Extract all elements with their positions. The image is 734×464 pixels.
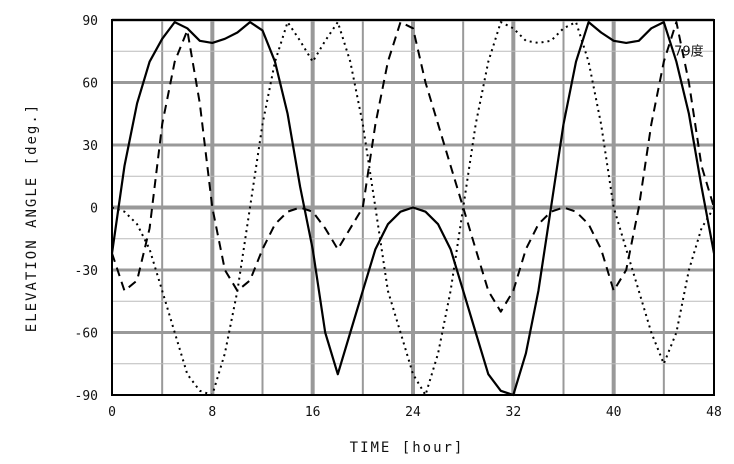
x-tick-label: 32 [506,405,522,420]
x-tick-labels: 0 8 16 24 32 40 48 [108,405,722,420]
y-tick-label: -90 [75,389,98,404]
x-tick-label: 16 [305,405,321,420]
x-tick-label: 0 [108,405,116,420]
plot-frame [111,19,715,396]
x-tick-label: 24 [405,405,421,420]
series-line-2 [111,21,715,313]
annotation-label: 79度 [674,43,704,59]
y-tick-label: 30 [82,139,98,154]
y-tick-label: 90 [82,14,98,29]
annotations: 79度 [674,43,704,59]
y-axis-title: ELEVATION ANGLE [deg.] [24,103,40,332]
y-tick-label: -30 [75,264,98,279]
x-tick-label: 40 [606,405,622,420]
y-tick-label: 0 [90,202,98,217]
x-tick-label: 48 [706,405,722,420]
series-line-1 [110,21,716,397]
x-axis-title: TIME [hour] [350,440,465,456]
y-tick-label: -60 [75,327,98,342]
y-tick-label: 60 [82,77,98,92]
x-tick-label: 8 [208,405,216,420]
y-tick-labels: 90 60 30 0 -30 -60 -90 [75,14,98,404]
